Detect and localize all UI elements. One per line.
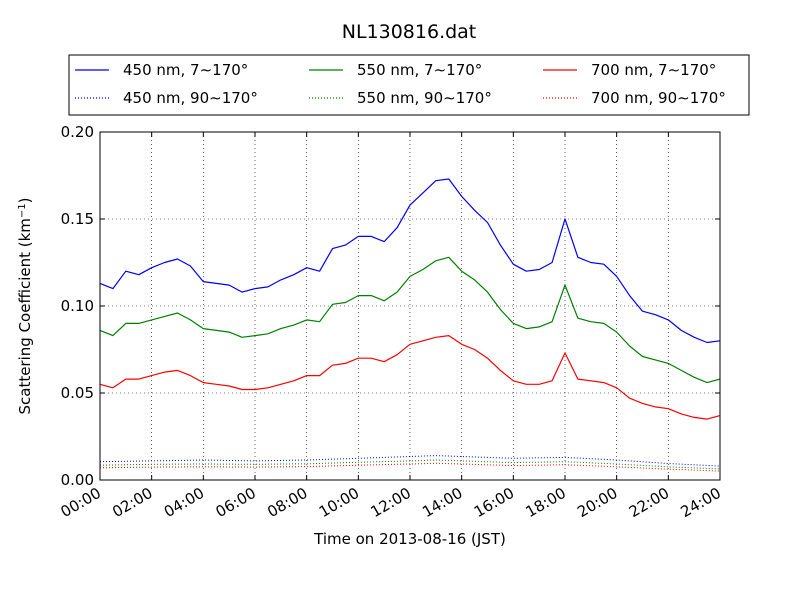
legend-box [68, 54, 750, 116]
x-tick-label: 00:00 [58, 484, 104, 521]
x-tick-label: 02:00 [109, 484, 155, 521]
y-tick-label: 0.05 [61, 384, 94, 402]
x-tick-label: 06:00 [213, 484, 259, 521]
y-axis-label-main: Scattering Coefficient (km [16, 218, 34, 414]
x-tick-label: 16:00 [471, 484, 517, 521]
x-tick-label: 20:00 [574, 484, 620, 521]
x-tick-label: 24:00 [678, 484, 724, 521]
x-tick-label: 04:00 [161, 484, 207, 521]
series-line-4 [99, 459, 721, 470]
legend-label: 550 nm, 90∼170° [357, 89, 492, 107]
series-layer [99, 178, 721, 472]
y-tick-label: 0.15 [61, 210, 94, 228]
x-tick-label: 12:00 [368, 484, 414, 521]
x-axis-label: Time on 2013-08-16 (JST) [313, 530, 506, 548]
y-tick-label: 0.00 [61, 471, 94, 489]
chart-title: NL130816.dat [342, 21, 477, 43]
y-tick-label: 0.10 [61, 297, 94, 315]
y-tick-label: 0.20 [61, 123, 94, 141]
x-tick-label: 22:00 [626, 484, 672, 521]
series-line-2 [99, 335, 721, 420]
series-line-3 [99, 455, 721, 467]
series-line-5 [99, 462, 721, 472]
legend-label: 700 nm, 7∼170° [591, 61, 716, 79]
y-axis-label-end: ) [16, 197, 34, 203]
grid [100, 132, 720, 480]
x-tick-label: 18:00 [523, 484, 569, 521]
legend: 450 nm, 7∼170° 550 nm, 7∼170° 700 nm, 7∼17… [68, 54, 750, 116]
y-axis-label-sup: −1 [17, 203, 28, 218]
x-tick-label: 10:00 [316, 484, 362, 521]
series-line-1 [99, 256, 721, 384]
series-line-0 [99, 178, 721, 344]
legend-label: 700 nm, 90∼170° [591, 89, 726, 107]
legend-label: 450 nm, 90∼170° [123, 89, 258, 107]
x-tick-label: 08:00 [264, 484, 310, 521]
legend-label: 550 nm, 7∼170° [357, 61, 482, 79]
y-axis-label: Scattering Coefficient (km−1) [16, 197, 34, 414]
legend-label: 450 nm, 7∼170° [123, 61, 248, 79]
x-tick-label: 14:00 [419, 484, 465, 521]
